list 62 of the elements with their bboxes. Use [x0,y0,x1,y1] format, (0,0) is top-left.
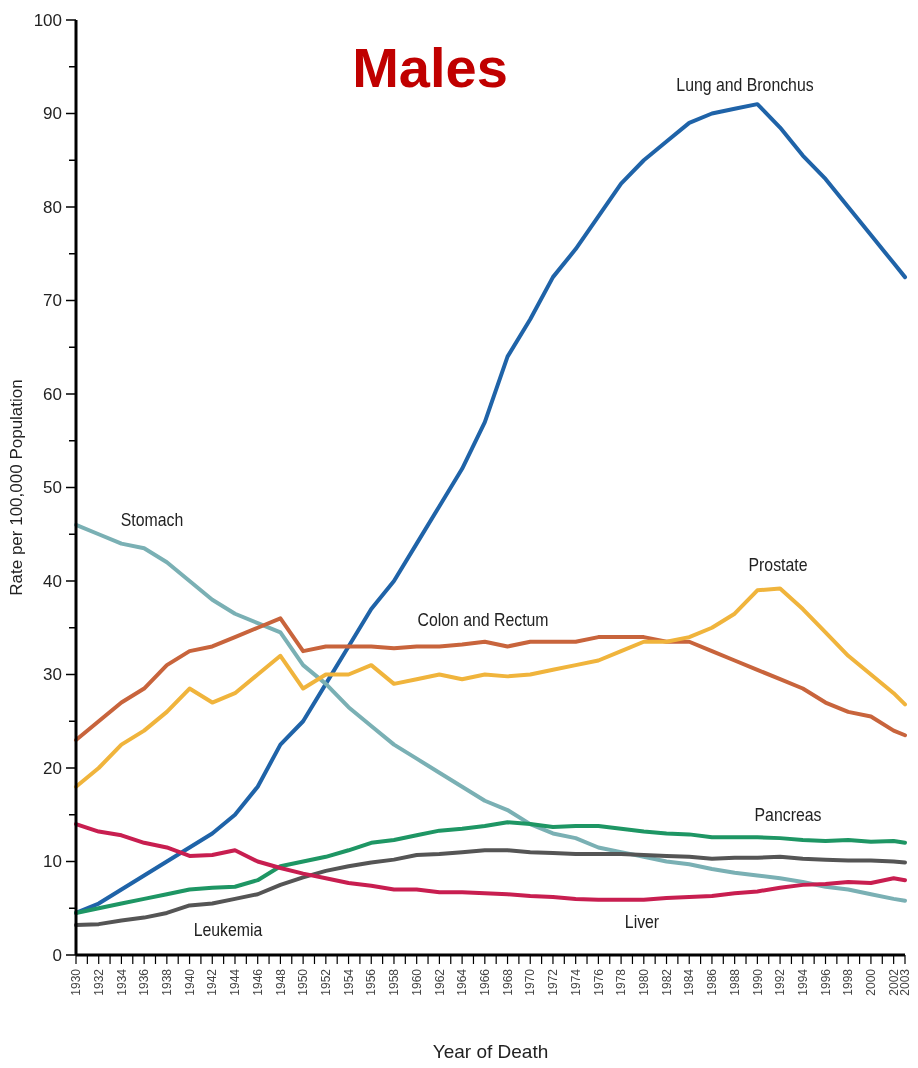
x-tick-label: 1996 [818,968,833,996]
x-tick-label: 1988 [727,968,742,996]
x-tick-label: 1970 [523,968,538,996]
y-tick-label: 10 [43,852,62,872]
x-tick-label: 1946 [250,968,265,996]
y-axis-title: Rate per 100,000 Population [7,379,26,596]
x-tick-label: 1940 [182,968,197,996]
y-tick-label: 80 [43,197,62,217]
x-tick-label: 2002 [886,968,901,996]
x-tick-label: 1966 [478,968,493,996]
series-label: Prostate [748,555,808,576]
x-tick-label: 1984 [682,968,697,996]
x-tick-label: 1990 [750,968,765,996]
y-tick-label: 20 [43,758,62,778]
series-label: Stomach [120,510,184,531]
y-tick-label: 70 [43,291,62,311]
series-label: Colon and Rectum [417,610,549,631]
x-tick-label: 1982 [659,968,674,996]
y-tick-label: 50 [43,478,62,498]
y-tick-label: 100 [33,10,62,30]
line-series [74,820,907,915]
x-tick-label: 1980 [637,968,652,996]
x-tick-label: 1936 [137,968,152,996]
x-tick-label: 1964 [455,968,470,996]
x-tick-label: 1960 [409,968,424,996]
x-tick-label: 1954 [341,968,356,996]
x-tick-label: 1944 [228,968,243,996]
x-tick-label: 1934 [114,968,129,996]
x-tick-label: 2003 [898,968,913,996]
x-tick-label: 1962 [432,968,447,996]
series-label: Liver [624,912,660,933]
x-tick-label: 1974 [568,968,583,996]
x-tick-label: 1932 [91,968,106,996]
y-tick-label: 0 [52,945,62,965]
x-tick-label: 1930 [69,968,84,996]
x-tick-label: 1976 [591,968,606,996]
x-tick-label: 1948 [273,968,288,996]
x-tick-label: 1986 [705,968,720,996]
chart-title: Males [352,36,508,99]
series-label: Pancreas [754,805,822,826]
x-tick-label: 1950 [296,968,311,996]
x-tick-label: 1972 [546,968,561,996]
x-tick-label: 1978 [614,968,629,996]
x-tick-label: 1938 [160,968,175,996]
x-axis-title: Year of Death [432,1041,549,1062]
y-tick-label: 60 [43,384,62,404]
series-label: Lung and Bronchus [676,75,814,96]
x-tick-label: 1942 [205,968,220,996]
y-tick-label: 40 [43,571,62,591]
y-tick-label: 90 [43,104,62,124]
line-series [74,586,907,789]
line-series [74,822,907,902]
x-tick-label: 1992 [773,968,788,996]
x-tick-label: 1956 [364,968,379,996]
y-tick-label: 30 [43,665,62,685]
x-tick-label: 1952 [319,968,334,996]
x-tick-label: 1968 [500,968,515,996]
series-label: Leukemia [193,920,263,941]
x-tick-label: 1994 [795,968,810,996]
x-tick-label: 2000 [864,968,879,996]
x-tick-label: 1958 [387,968,402,996]
x-tick-label: 1998 [841,968,856,996]
